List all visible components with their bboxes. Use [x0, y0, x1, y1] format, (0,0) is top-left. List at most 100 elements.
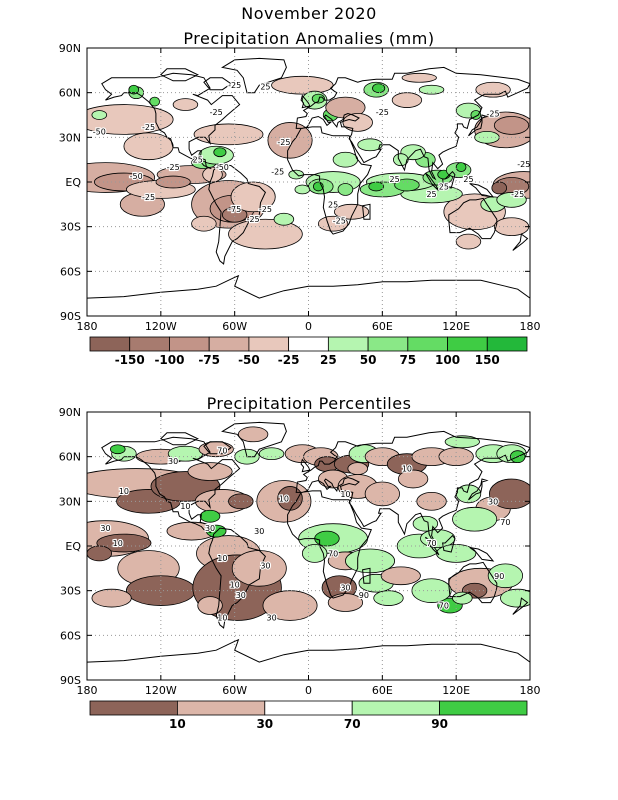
contour-label: -25 [142, 123, 155, 132]
colorbar-label: -150 [115, 353, 145, 367]
x-tick-label: 60W [222, 684, 247, 697]
contour-label: 25 [260, 83, 270, 92]
contour-label: -25 [247, 215, 260, 224]
map-plot-area: -50 -25-25-50-25-50-75-25-25-25-25-25-25-… [87, 48, 530, 316]
precip-region [294, 184, 311, 195]
colorbar-label: 150 [475, 353, 500, 367]
colorbar-label: -25 [278, 353, 300, 367]
colorbar-swatch [176, 700, 266, 716]
precip-region [337, 183, 354, 196]
precip-region [373, 590, 404, 606]
precip-region [199, 509, 221, 523]
contour-label: 25 [426, 190, 436, 199]
colorbar-swatch [439, 700, 528, 716]
colorbar-swatch [129, 336, 170, 352]
precip-region [496, 192, 527, 208]
precip-region [342, 113, 373, 132]
precip-region [172, 98, 199, 111]
precip-region [237, 426, 269, 443]
y-tick-label: 90S [60, 310, 81, 323]
precip-region [128, 84, 140, 95]
contour-label: 30 [236, 591, 246, 600]
precip-region [273, 212, 295, 226]
y-tick-label: 90N [59, 42, 81, 55]
precip-region [91, 110, 108, 120]
precip-region [347, 462, 368, 475]
precip-region [221, 206, 248, 223]
contour-label: 10 [180, 502, 190, 511]
colorbar-label: -50 [238, 353, 260, 367]
contour-label: 25 [328, 200, 338, 209]
contour-label: 70 [439, 602, 449, 611]
colorbar-label: 10 [169, 717, 186, 731]
colorbar-swatch [367, 336, 409, 352]
colorbar-swatch [208, 336, 250, 352]
precip-region [155, 175, 191, 189]
precip-region [187, 462, 233, 481]
colorbar-swatch [447, 336, 488, 352]
contour-label: 25 [463, 175, 473, 184]
y-tick-label: 60S [60, 265, 81, 278]
precip-region [327, 593, 364, 612]
precip-region [288, 169, 304, 180]
y-tick-label: 60S [60, 629, 81, 642]
precip-region [314, 530, 340, 547]
precip-region [96, 533, 152, 553]
precip-region [401, 72, 437, 83]
contour-label: -25 [210, 108, 223, 117]
y-tick-label: 30S [60, 585, 81, 598]
precip-region [397, 469, 429, 489]
percentile-map-title: Precipitation Percentiles [206, 394, 412, 413]
precip-region [412, 515, 439, 532]
precip-region [391, 92, 423, 108]
colorbar-label: 70 [344, 717, 361, 731]
contour-label: 25 [390, 175, 400, 184]
contour-label: -25 [259, 205, 272, 214]
x-tick-label: 60E [372, 684, 393, 697]
colorbar-swatch [248, 336, 290, 352]
precip-region [228, 218, 303, 250]
x-tick-label: 60E [372, 320, 393, 333]
precip-region [193, 123, 264, 146]
precip-region [393, 153, 409, 167]
precip-region [271, 75, 334, 95]
precip-region [91, 588, 132, 608]
contour-label: 70 [426, 539, 436, 548]
x-tick-label: 120W [145, 320, 177, 333]
x-tick-label: 180 [77, 320, 98, 333]
precip-region [444, 435, 480, 449]
contour-label: 30 [100, 524, 110, 533]
x-tick-label: 120E [442, 320, 470, 333]
contour-label: 70 [217, 447, 227, 456]
precip-region [332, 151, 359, 168]
y-tick-label: 90N [59, 406, 81, 419]
precip-region [394, 178, 420, 192]
precip-region [228, 493, 254, 510]
colorbar-swatch [89, 336, 131, 352]
precip-region [500, 588, 530, 608]
colorbar-label: 30 [256, 717, 273, 731]
contour-label: -75 [228, 205, 241, 214]
y-tick-label: 30N [59, 495, 81, 508]
contour-label: -25 [167, 163, 180, 172]
contour-label: 10 [119, 487, 129, 496]
contour-label: 30 [205, 524, 215, 533]
precip-region [455, 233, 482, 250]
precip-region [191, 215, 217, 232]
contour-label: 90 [359, 591, 369, 600]
colorbar-label: -75 [198, 353, 220, 367]
colorbar-swatch [407, 336, 448, 352]
contour-label: -25 [511, 190, 524, 199]
y-tick-label: EQ [65, 540, 81, 553]
colorbar-label: 25 [320, 353, 337, 367]
map-panel-0: -50 -25-25-50-25-50-75-25-25-25-25-25-25-… [59, 42, 541, 367]
colorbar-swatch [169, 336, 210, 352]
contour-label: 70 [500, 518, 510, 527]
precip-region [87, 104, 174, 135]
precip-region [317, 215, 349, 232]
precip-region [487, 563, 524, 589]
contour-label: -25 [142, 193, 155, 202]
precip-region [262, 590, 318, 621]
precip-region [475, 81, 511, 98]
